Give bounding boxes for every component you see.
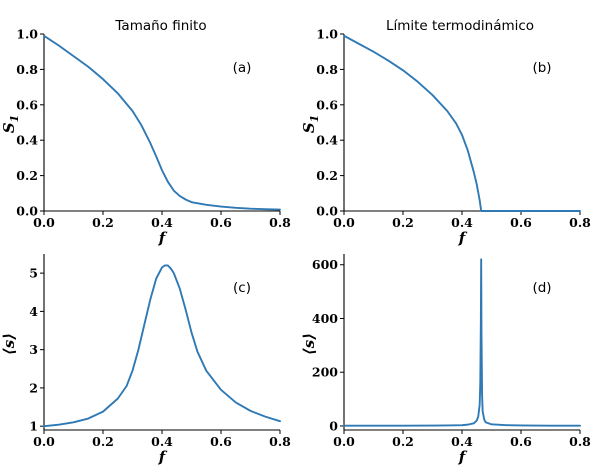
panel-c: 0.0 0.2 0.4 0.6 0.8 1 2 3 4 5 f ⟨s⟩ (c) [0, 254, 291, 466]
x-tick-label: 0.0 [333, 434, 355, 449]
y-tick-label: 1 [29, 419, 38, 434]
y-tick-label: 0 [329, 418, 338, 433]
panel-b: 0.0 0.2 0.4 0.6 0.8 0.0 0.2 0.4 0.6 0.8 1.0 f S1 (b) [300, 27, 591, 248]
y-tick-label: 0.0 [16, 204, 38, 219]
column-title-finite-size: Tamaño finito [114, 18, 206, 34]
x-tick-label: 0.8 [569, 434, 591, 449]
y-tick-label: 3 [29, 342, 38, 357]
panel-a: 0.0 0.2 0.4 0.6 0.8 0.0 0.2 0.4 0.6 0.8 1.0 f S1 (a) [0, 27, 291, 248]
y-tick-label: 0.8 [316, 62, 338, 77]
x-tick-label: 0.4 [451, 434, 473, 449]
panel-d: 0.0 0.2 0.4 0.6 0.8 0 200 400 600 f ⟨s⟩ (d) [300, 254, 591, 466]
y-tick-label: 200 [312, 365, 338, 380]
x-axis-label: f [158, 448, 168, 466]
x-tick-label: 0.6 [210, 434, 232, 449]
x-tick-label: 0.0 [333, 215, 355, 230]
y-tick-label: 2 [29, 380, 38, 395]
y-axis-label: ⟨s⟩ [0, 333, 18, 355]
x-tick-label: 0.4 [451, 215, 473, 230]
y-tick-label: 0.8 [16, 62, 38, 77]
x-axis-label: f [458, 448, 468, 466]
x-axis-label: f [458, 229, 468, 247]
panel-label: (d) [532, 280, 551, 296]
panel-label: (a) [233, 60, 252, 76]
x-tick-label: 0.0 [33, 434, 55, 449]
x-tick-label: 0.6 [510, 215, 532, 230]
series-line [343, 258, 581, 427]
y-tick-label: 5 [29, 266, 38, 281]
series-line [343, 34, 581, 212]
y-tick-label: 0.4 [316, 133, 338, 148]
series-line [43, 264, 281, 428]
y-tick-label: 1.0 [16, 27, 38, 42]
column-title-thermodynamic-limit: Límite termodinámico [386, 18, 534, 34]
x-tick-label: 0.6 [510, 434, 532, 449]
x-tick-label: 0.8 [269, 215, 291, 230]
x-tick-label: 0.4 [151, 215, 173, 230]
y-axis-label: S1 [300, 115, 321, 134]
y-tick-label: 0.2 [316, 168, 338, 183]
x-tick-label: 0.8 [269, 434, 291, 449]
x-tick-label: 0.2 [92, 215, 114, 230]
y-axis-label: ⟨s⟩ [300, 333, 318, 355]
x-tick-label: 0.0 [33, 215, 55, 230]
x-axis-label: f [158, 229, 168, 247]
x-tick-label: 0.6 [210, 215, 232, 230]
y-tick-label: 0.4 [16, 133, 38, 148]
y-tick-label: 600 [312, 257, 338, 272]
y-tick-label: 4 [29, 304, 38, 319]
y-axis-label: S1 [0, 115, 21, 134]
panel-label: (c) [233, 280, 251, 296]
x-tick-label: 0.2 [92, 434, 114, 449]
x-tick-label: 0.2 [392, 215, 414, 230]
y-tick-label: 0.0 [316, 204, 338, 219]
y-tick-label: 0.6 [16, 97, 38, 112]
y-tick-label: 1.0 [316, 27, 338, 42]
series-line [43, 34, 281, 211]
panel-label: (b) [532, 60, 551, 76]
y-tick-label: 0.6 [316, 97, 338, 112]
x-tick-label: 0.2 [392, 434, 414, 449]
y-tick-label: 0.2 [16, 168, 38, 183]
x-tick-label: 0.8 [569, 215, 591, 230]
y-tick-label: 400 [312, 311, 338, 326]
x-tick-label: 0.4 [151, 434, 173, 449]
